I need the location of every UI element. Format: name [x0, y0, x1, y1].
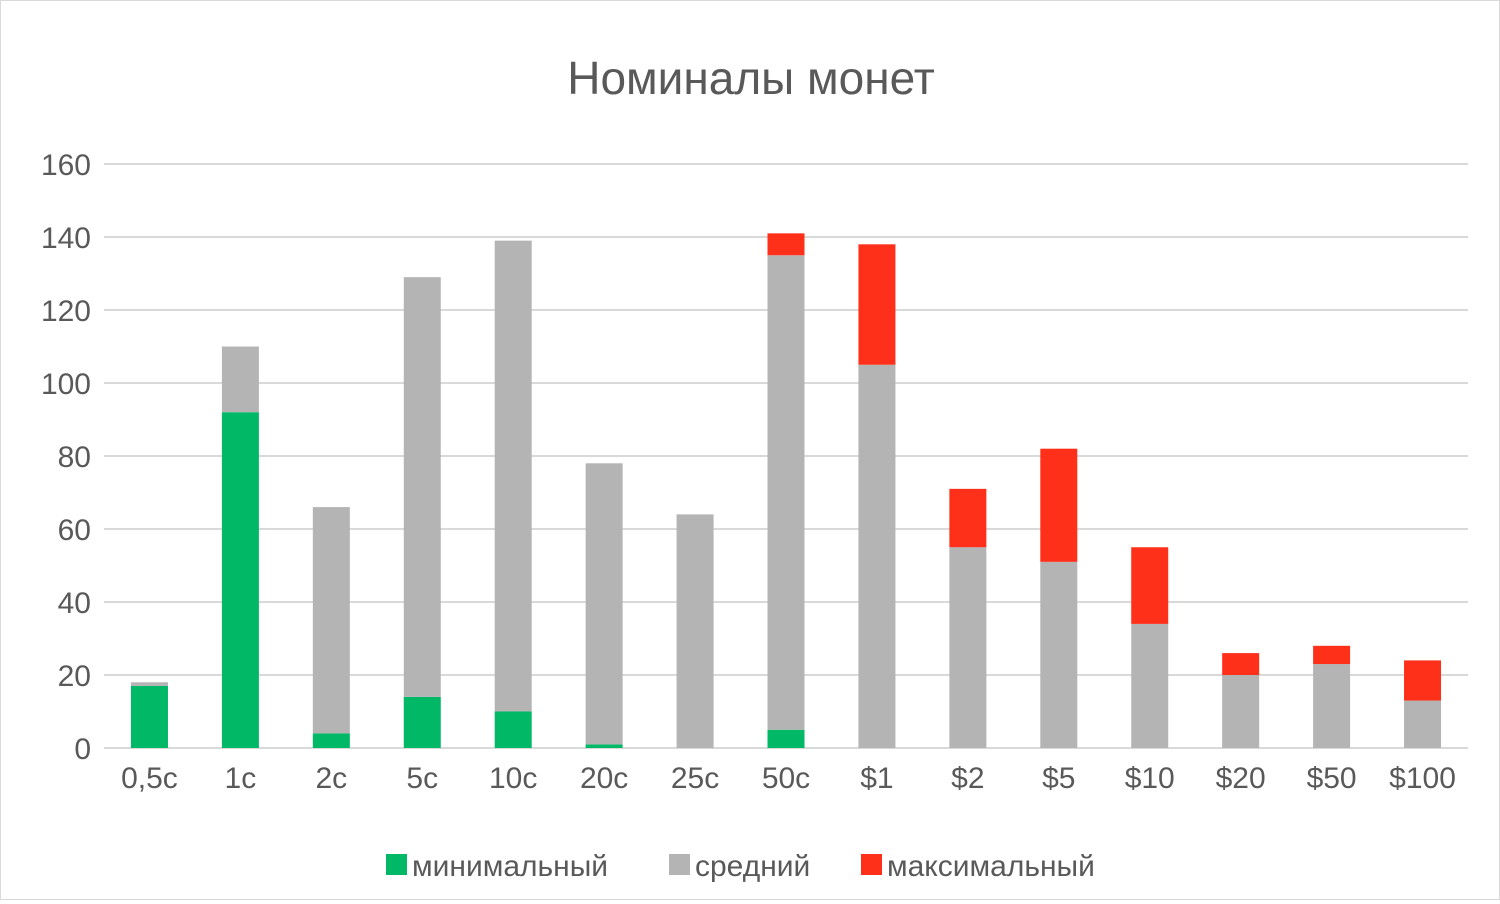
bar-segment	[767, 729, 805, 748]
x-tick-label: $50	[1307, 762, 1357, 795]
y-tick-label: 40	[58, 587, 91, 620]
bar-segment	[221, 346, 259, 413]
bar-segment	[1040, 561, 1078, 748]
y-tick-label: 120	[41, 295, 91, 328]
y-tick-label: 0	[74, 733, 91, 766]
x-tick-label: 50c	[762, 762, 810, 795]
x-tick-label: 2c	[315, 762, 347, 795]
legend-label: максимальный	[887, 850, 1095, 883]
x-tick-label: 1c	[225, 762, 257, 795]
x-tick-label: 20c	[580, 762, 628, 795]
bar-segment	[1222, 675, 1260, 748]
bar-segment	[1313, 645, 1351, 665]
y-tick-label: 60	[58, 514, 91, 547]
legend-label: минимальный	[412, 850, 608, 883]
x-tick-label: 0,5c	[121, 762, 178, 795]
x-tick-label: $10	[1125, 762, 1175, 795]
y-tick-label: 160	[41, 149, 91, 182]
x-tick-label: $1	[860, 762, 893, 795]
x-tick-label: $100	[1389, 762, 1456, 795]
bar-segment	[1222, 653, 1260, 675]
bar-segment	[130, 682, 168, 686]
y-tick-label: 20	[58, 660, 91, 693]
legend: минимальный средний максимальный	[386, 850, 1095, 883]
bar-segment	[312, 733, 350, 748]
bar-segment	[130, 685, 168, 748]
bar-segment	[1313, 664, 1351, 748]
bar-segment	[1131, 547, 1169, 624]
bar-segment	[494, 240, 532, 712]
legend-label: средний	[695, 850, 810, 883]
x-axis-ticks: 0,5c 1c 2c 5c 10c 20c 25c 50c $1 $2 $5 $10 $20 $50 $10…	[121, 762, 1456, 795]
bar-segment	[1040, 448, 1078, 562]
bar-segment	[585, 463, 623, 745]
y-axis-ticks: 0 20 40 60 80 100 120 140 160	[41, 149, 91, 766]
bar-segment	[1131, 623, 1169, 748]
bar-segment	[494, 711, 532, 748]
y-tick-label: 100	[41, 368, 91, 401]
y-tick-label: 80	[58, 441, 91, 474]
x-tick-label: $20	[1216, 762, 1266, 795]
bar-segment	[1404, 700, 1442, 748]
x-tick-label: 5c	[406, 762, 438, 795]
x-tick-label: $5	[1042, 762, 1075, 795]
bar-segment	[949, 488, 987, 548]
bar-segment	[1404, 660, 1442, 701]
bar-segment	[767, 255, 805, 730]
bar-segment	[312, 507, 350, 734]
legend-swatch	[669, 854, 690, 875]
bar-segment	[403, 696, 441, 748]
bar-segment	[221, 412, 259, 748]
bar-segment	[949, 547, 987, 748]
legend-swatch	[861, 854, 882, 875]
bar-segment	[858, 364, 896, 748]
legend-swatch	[386, 854, 407, 875]
bars	[130, 233, 1442, 748]
x-tick-label: $2	[951, 762, 984, 795]
x-tick-label: 25c	[671, 762, 719, 795]
y-tick-label: 140	[41, 222, 91, 255]
bar-segment	[767, 233, 805, 256]
bar-segment	[585, 744, 623, 748]
chart-title: Номиналы монет	[567, 52, 935, 104]
bar-segment	[676, 514, 714, 748]
bar-segment	[858, 244, 896, 365]
x-tick-label: 10c	[489, 762, 537, 795]
bar-segment	[403, 277, 441, 697]
